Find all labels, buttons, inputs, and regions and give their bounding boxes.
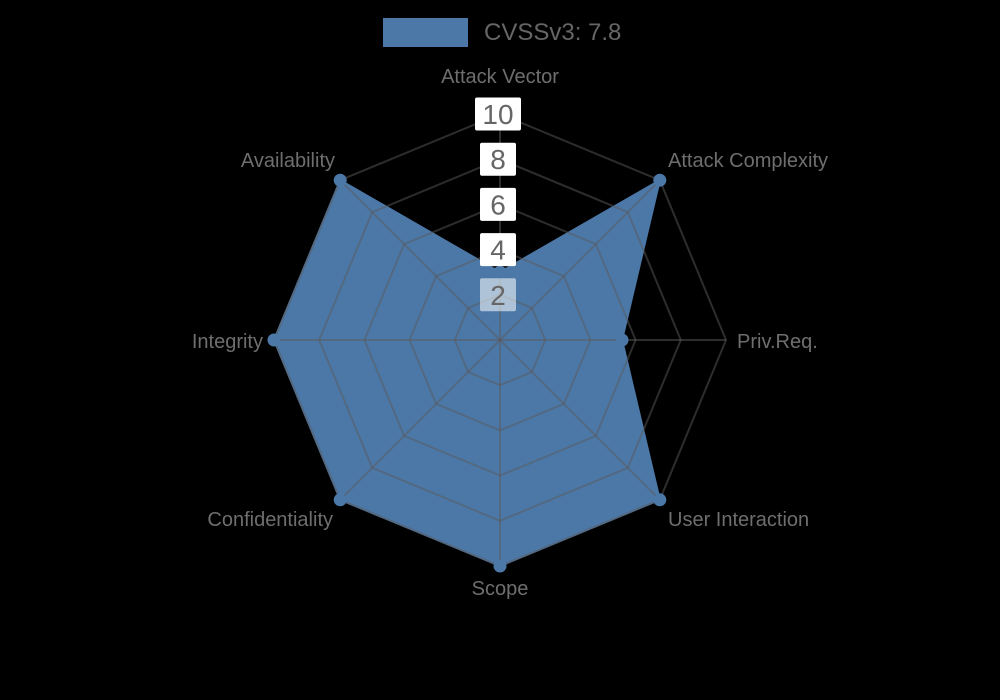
axis-label: Priv.Req. — [737, 331, 818, 353]
tick-box — [475, 97, 521, 131]
axis-label: Attack Vector — [441, 66, 559, 88]
legend-label: CVSSv3: 7.8 — [484, 19, 622, 46]
axis-spoke — [339, 179, 501, 341]
data-point-marker — [333, 493, 347, 507]
data-point-marker — [333, 173, 347, 187]
data-point-marker — [493, 265, 507, 279]
tick-box — [480, 142, 516, 176]
axis-label: Availability — [241, 150, 335, 172]
axis-label: User Interaction — [668, 509, 809, 531]
axis-label: Confidentiality — [207, 509, 333, 531]
axis-label: Integrity — [192, 331, 263, 353]
axis-spoke — [499, 179, 661, 341]
legend-item-cvssv3[interactable]: CVSSv3: 7.8 — [383, 18, 621, 47]
radial-tick-label: 10 — [482, 99, 513, 130]
radial-tick-label: 2 — [490, 280, 506, 311]
data-point-marker — [267, 333, 281, 347]
axis-spoke — [339, 339, 501, 501]
axis-label: Attack Complexity — [668, 150, 828, 172]
data-point-marker — [615, 333, 629, 347]
legend-swatch — [383, 18, 468, 47]
radial-tick-label: 8 — [490, 144, 506, 175]
data-point-marker — [493, 559, 507, 573]
data-point-marker — [653, 493, 667, 507]
axis-label: Scope — [472, 578, 529, 600]
tick-box — [480, 233, 516, 267]
axis-spoke — [499, 339, 661, 501]
tick-box — [480, 187, 516, 221]
radial-tick-label: 4 — [490, 235, 506, 266]
tick-box — [480, 278, 516, 312]
radial-tick-label: 6 — [490, 189, 506, 220]
data-point-marker — [653, 173, 667, 187]
